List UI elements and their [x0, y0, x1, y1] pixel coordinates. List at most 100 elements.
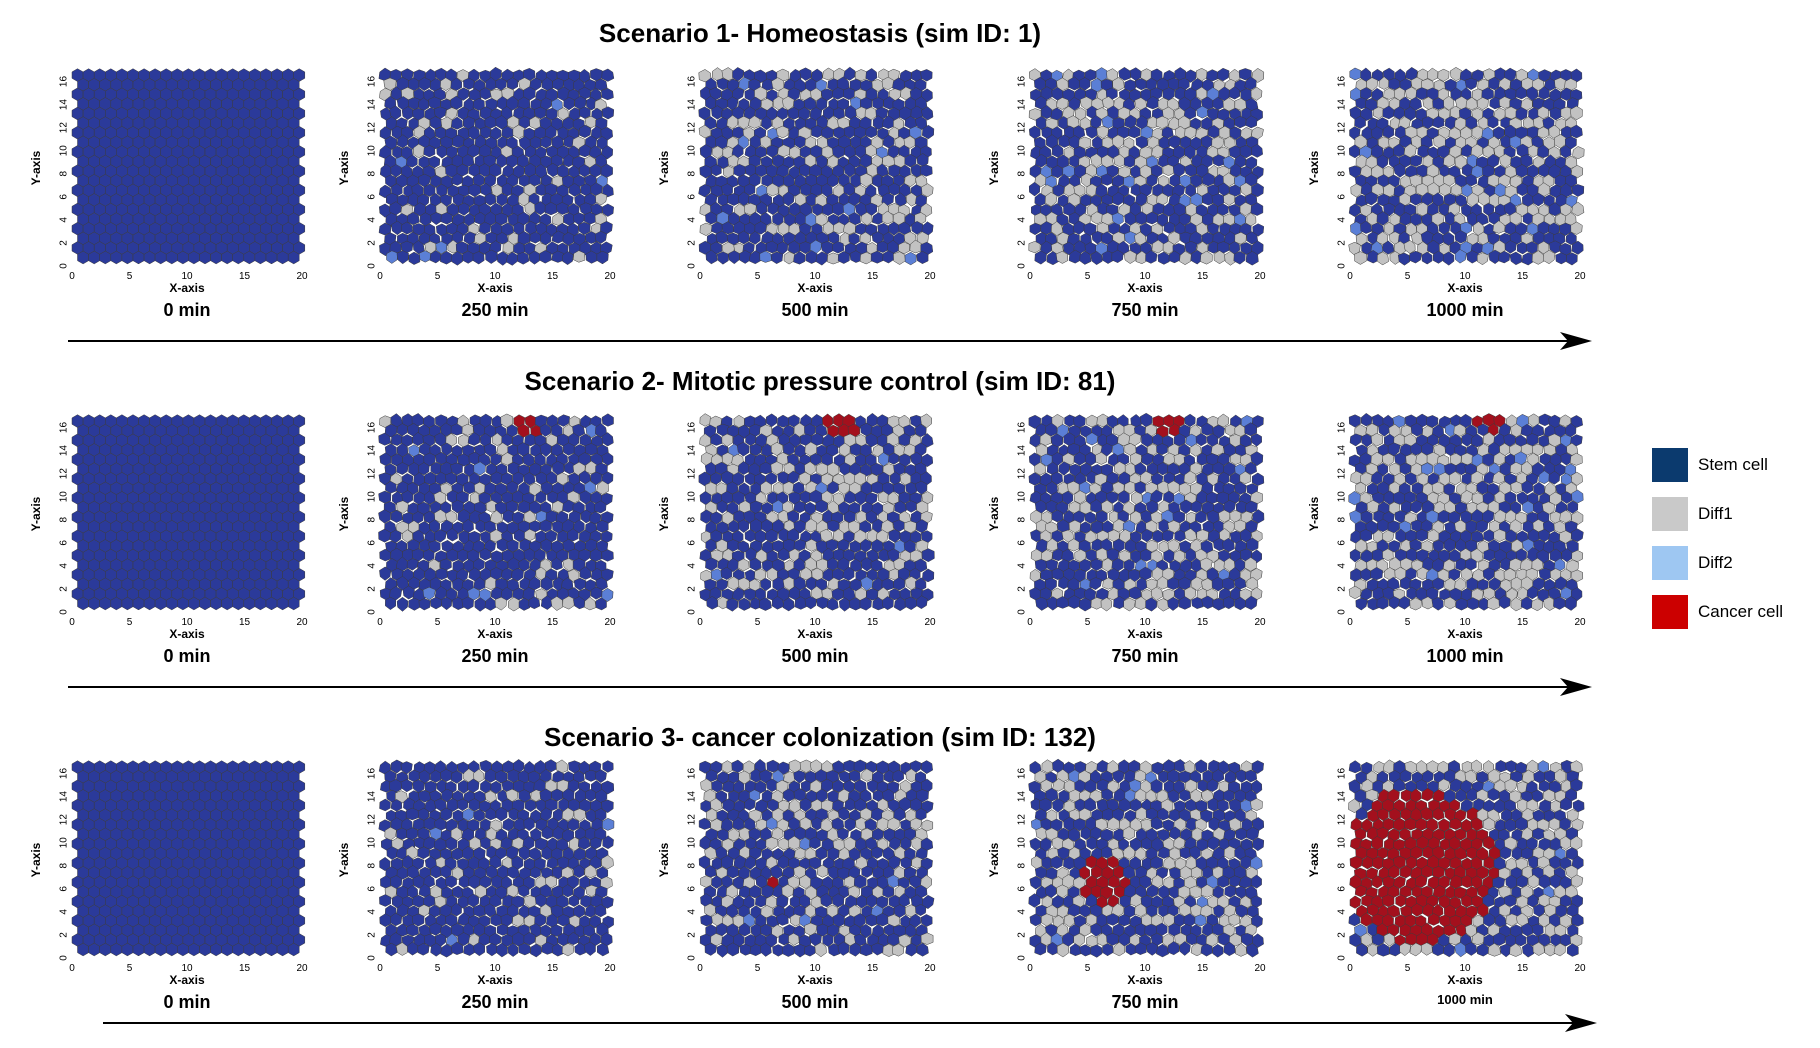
- cell: [440, 788, 454, 803]
- cell: [736, 441, 750, 457]
- cell: [704, 116, 717, 130]
- cell: [434, 798, 447, 812]
- cell: [881, 76, 895, 91]
- cell: [1095, 452, 1108, 465]
- cell: [754, 69, 768, 84]
- cell: [1080, 173, 1093, 188]
- cell: [1498, 250, 1511, 264]
- cell: [732, 491, 745, 506]
- cell: [1504, 240, 1517, 254]
- cell: [429, 250, 441, 264]
- cell: [1244, 76, 1257, 91]
- cell: [579, 566, 592, 580]
- y-tick-label: 12: [687, 468, 698, 480]
- cell: [435, 567, 448, 581]
- cell: [1128, 125, 1141, 139]
- cell: [413, 240, 425, 255]
- cell: [1466, 577, 1479, 591]
- cell: [595, 597, 607, 611]
- cell: [506, 865, 520, 879]
- cell: [716, 521, 729, 534]
- cell: [898, 491, 911, 504]
- y-tick-label: 10: [59, 491, 70, 503]
- cell: [822, 67, 835, 81]
- cell: [601, 588, 614, 602]
- y-tick-label: 12: [1337, 122, 1348, 134]
- cell: [287, 250, 300, 265]
- cell: [461, 845, 474, 861]
- cell: [1167, 480, 1180, 495]
- cell: [1068, 249, 1082, 264]
- cell: [699, 433, 712, 447]
- cell: [594, 230, 607, 244]
- cell-layer: [1028, 67, 1265, 266]
- cell: [423, 183, 436, 197]
- cell: [534, 106, 547, 120]
- x-tick-label: 0: [69, 963, 75, 974]
- cell: [1426, 127, 1439, 140]
- cell: [1570, 164, 1584, 179]
- cell: [540, 135, 552, 149]
- cell: [1245, 250, 1259, 266]
- cell: [1222, 596, 1235, 610]
- x-tick-label: 10: [809, 271, 821, 282]
- cell: [601, 452, 614, 466]
- y-tick-label: 14: [687, 445, 698, 457]
- cell: [1124, 538, 1137, 553]
- y-tick-label: 6: [59, 886, 70, 892]
- x-tick-label: 15: [239, 271, 251, 282]
- cell: [920, 69, 933, 82]
- cell: [1100, 597, 1113, 612]
- x-axis-label: X-axis: [797, 281, 833, 295]
- x-tick-label: 15: [1517, 271, 1529, 282]
- cell: [506, 251, 518, 266]
- x-axis-label: X-axis: [477, 281, 513, 295]
- cell: [435, 451, 448, 465]
- x-tick-label: 5: [127, 617, 133, 628]
- cell: [502, 818, 515, 832]
- cell: [573, 250, 586, 263]
- cell: [1084, 529, 1097, 544]
- x-tick-label: 20: [296, 617, 308, 628]
- cell: [1067, 538, 1080, 552]
- time-label: 1000 min: [1426, 646, 1504, 666]
- cell: [408, 597, 421, 611]
- cell: [1405, 567, 1417, 580]
- cell: [705, 249, 718, 265]
- x-tick-label: 10: [809, 617, 821, 628]
- cell: [1426, 451, 1440, 466]
- cell: [568, 510, 581, 524]
- x-axis-label: X-axis: [169, 281, 205, 295]
- cell: [1526, 585, 1539, 600]
- cell-layer: [1348, 66, 1585, 266]
- cell: [760, 578, 772, 592]
- cell: [721, 433, 734, 448]
- x-tick-label: 5: [1405, 271, 1411, 282]
- cell: [1195, 433, 1207, 447]
- cell: [859, 597, 872, 611]
- cell: [1548, 240, 1562, 254]
- cell: [539, 423, 552, 437]
- cell: [545, 241, 559, 255]
- cell: [914, 423, 927, 438]
- cell: [1555, 252, 1567, 265]
- cell: [1349, 433, 1363, 447]
- y-tick-label: 2: [687, 240, 698, 246]
- cell: [1482, 413, 1496, 427]
- cell: [1531, 598, 1543, 612]
- cell: [451, 499, 464, 514]
- cell: [739, 250, 752, 264]
- cell: [1537, 144, 1550, 159]
- cell: [1089, 577, 1102, 590]
- cell: [1383, 87, 1395, 100]
- cell: [1058, 461, 1071, 476]
- cell: [1355, 597, 1368, 611]
- x-tick-label: 10: [489, 271, 501, 282]
- cell: [1466, 250, 1479, 264]
- cell: [451, 134, 465, 148]
- y-tick-label: 4: [59, 563, 70, 569]
- cell: [401, 221, 414, 235]
- cell: [379, 856, 391, 872]
- cell: [898, 241, 910, 255]
